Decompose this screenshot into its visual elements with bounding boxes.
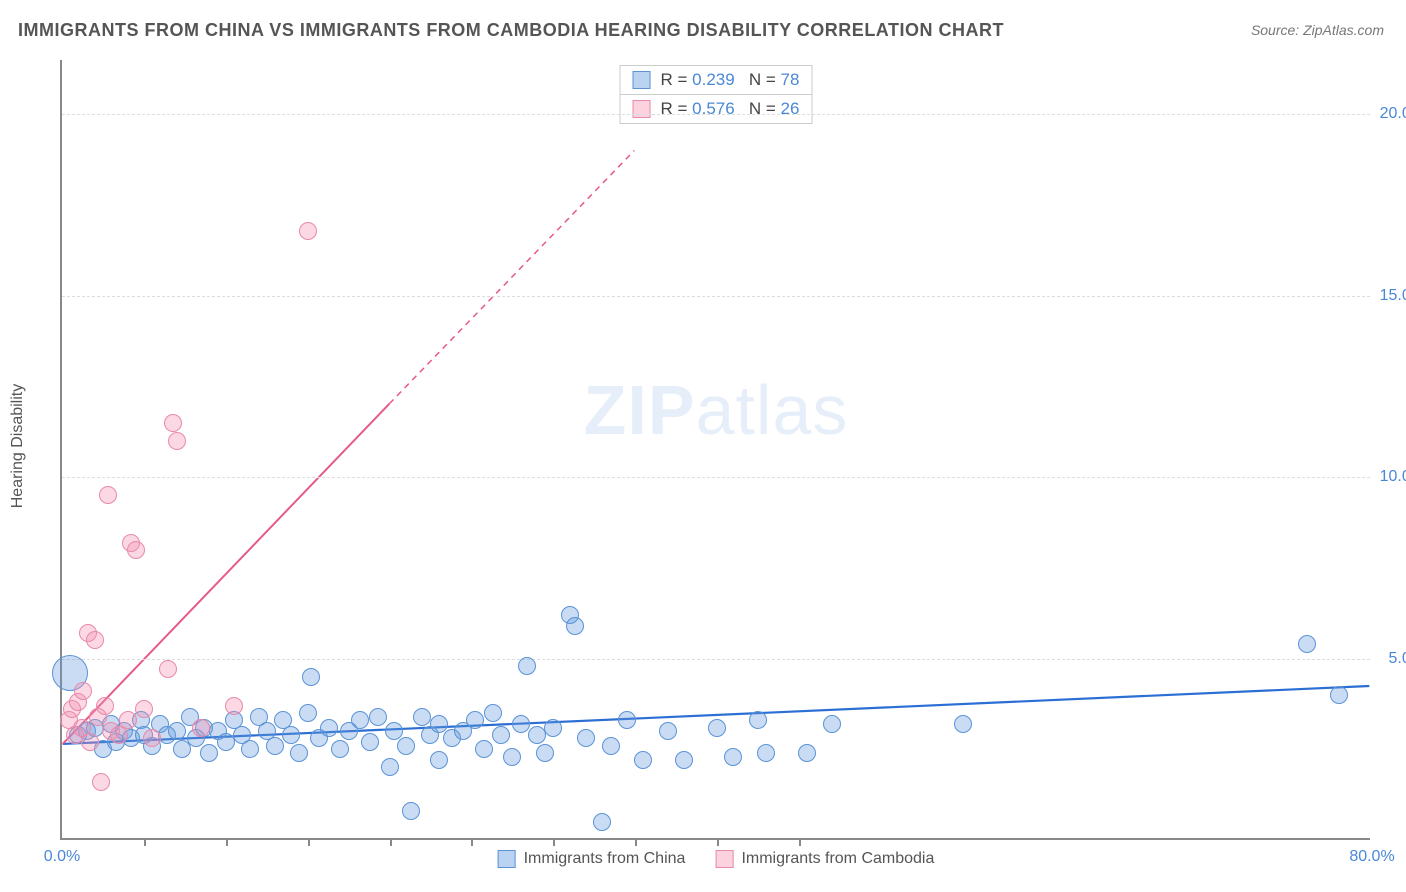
data-point (225, 697, 243, 715)
data-point (954, 715, 972, 733)
data-point (528, 726, 546, 744)
x-tick-mark (635, 838, 637, 846)
data-point (749, 711, 767, 729)
gridline (62, 659, 1370, 660)
data-point (302, 668, 320, 686)
data-point (192, 719, 210, 737)
data-point (566, 617, 584, 635)
chart-title: IMMIGRANTS FROM CHINA VS IMMIGRANTS FROM… (18, 20, 1004, 41)
data-point (74, 682, 92, 700)
y-tick-label: 20.0% (1380, 105, 1406, 123)
data-point (320, 719, 338, 737)
data-point (708, 719, 726, 737)
gridline (62, 477, 1370, 478)
data-point (135, 700, 153, 718)
source-label: Source: ZipAtlas.com (1251, 22, 1384, 38)
bottom-legend: Immigrants from China Immigrants from Ca… (498, 850, 935, 868)
x-tick-mark (144, 838, 146, 846)
data-point (266, 737, 284, 755)
data-point (282, 726, 300, 744)
data-point (430, 751, 448, 769)
data-point (512, 715, 530, 733)
data-point (484, 704, 502, 722)
x-tick-mark (390, 838, 392, 846)
data-point (475, 740, 493, 758)
data-point (757, 744, 775, 762)
x-tick-mark (471, 838, 473, 846)
data-point (299, 704, 317, 722)
data-point (1330, 686, 1348, 704)
gridline (62, 114, 1370, 115)
data-point (127, 541, 145, 559)
data-point (1298, 635, 1316, 653)
y-tick-label: 5.0% (1389, 650, 1406, 668)
data-point (430, 715, 448, 733)
data-point (659, 722, 677, 740)
data-point (675, 751, 693, 769)
data-point (402, 802, 420, 820)
data-point (299, 222, 317, 240)
scatter-plot: ZIPatlas R = 0.239 N = 78 R = 0.576 N = … (60, 60, 1370, 840)
watermark: ZIPatlas (584, 370, 849, 450)
x-tick-mark (717, 838, 719, 846)
data-point (86, 631, 104, 649)
gridline (62, 296, 1370, 297)
data-point (168, 432, 186, 450)
data-point (492, 726, 510, 744)
data-point (369, 708, 387, 726)
data-point (413, 708, 431, 726)
stats-row-cambodia: R = 0.576 N = 26 (621, 95, 812, 123)
data-point (466, 711, 484, 729)
data-point (290, 744, 308, 762)
legend-item-china: Immigrants from China (498, 850, 686, 868)
data-point (618, 711, 636, 729)
x-tick-label: 0.0% (44, 848, 80, 866)
stats-row-china: R = 0.239 N = 78 (621, 66, 812, 95)
x-tick-mark (308, 838, 310, 846)
data-point (577, 729, 595, 747)
x-tick-label: 80.0% (1349, 848, 1394, 866)
x-tick-mark (553, 838, 555, 846)
y-tick-label: 10.0% (1380, 468, 1406, 486)
swatch-china (633, 71, 651, 89)
data-point (536, 744, 554, 762)
data-point (798, 744, 816, 762)
legend-item-cambodia: Immigrants from Cambodia (715, 850, 934, 868)
y-axis-label: Hearing Disability (9, 384, 27, 509)
data-point (724, 748, 742, 766)
data-point (92, 773, 110, 791)
data-point (361, 733, 379, 751)
data-point (168, 722, 186, 740)
data-point (634, 751, 652, 769)
data-point (602, 737, 620, 755)
data-point (200, 744, 218, 762)
data-point (81, 733, 99, 751)
data-point (241, 740, 259, 758)
data-point (159, 660, 177, 678)
data-point (823, 715, 841, 733)
data-point (503, 748, 521, 766)
y-tick-label: 15.0% (1380, 287, 1406, 305)
data-point (164, 414, 182, 432)
data-point (593, 813, 611, 831)
data-point (397, 737, 415, 755)
x-tick-mark (799, 838, 801, 846)
data-point (119, 711, 137, 729)
data-point (99, 486, 117, 504)
data-point (217, 733, 235, 751)
data-point (351, 711, 369, 729)
data-point (143, 729, 161, 747)
data-point (544, 719, 562, 737)
data-point (381, 758, 399, 776)
x-tick-mark (226, 838, 228, 846)
data-point (331, 740, 349, 758)
data-point (518, 657, 536, 675)
data-point (96, 697, 114, 715)
